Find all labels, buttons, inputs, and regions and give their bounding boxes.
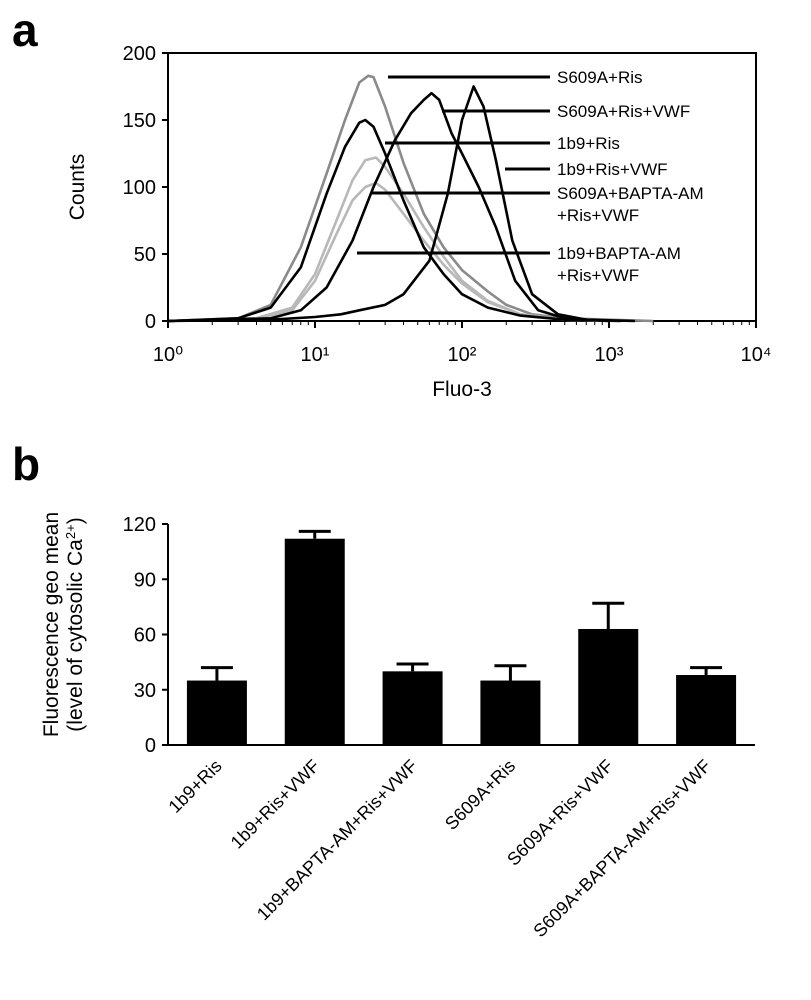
y-tick-label: 90 bbox=[134, 569, 156, 591]
category-label: 1b9+Ris+VWF bbox=[227, 756, 324, 853]
x-tick-label: 10⁴ bbox=[741, 344, 772, 366]
category-label: S609A+BAPTA-AM+Ris+VWF bbox=[529, 756, 714, 941]
legend-label: 1b9+Ris bbox=[557, 134, 620, 153]
series-line bbox=[167, 156, 610, 323]
legend-label: S609A+BAPTA-AM bbox=[557, 184, 704, 203]
panel-label-a: a bbox=[12, 4, 38, 56]
series-line bbox=[167, 91, 610, 323]
legend-label: 1b9+BAPTA-AM bbox=[557, 244, 681, 263]
y-tick-label: 120 bbox=[123, 514, 156, 536]
bar bbox=[676, 675, 737, 745]
series-line bbox=[167, 118, 621, 323]
series-line bbox=[167, 74, 654, 323]
legend-label: S609A+Ris bbox=[557, 68, 643, 87]
category-label: S609A+Ris+VWF bbox=[503, 756, 617, 870]
bar bbox=[186, 680, 247, 745]
legend-label-line2: +Ris+VWF bbox=[557, 206, 639, 225]
bar bbox=[382, 671, 443, 745]
x-axis-title: Fluo-3 bbox=[432, 378, 492, 401]
x-tick-label: 10³ bbox=[595, 344, 624, 366]
x-tick-label: 10² bbox=[448, 344, 477, 366]
y-tick-label: 30 bbox=[134, 680, 156, 702]
bar bbox=[578, 628, 639, 745]
x-tick-label: 10¹ bbox=[301, 344, 330, 366]
series-line bbox=[167, 181, 610, 323]
y-tick-label: 0 bbox=[145, 311, 156, 333]
y-axis-title-line2: (level of cytosolic Ca2+) bbox=[63, 517, 88, 731]
panel-label-b: b bbox=[12, 438, 40, 490]
bar bbox=[480, 680, 541, 745]
y-tick-label: 150 bbox=[123, 110, 156, 132]
histogram-chart: 0 50 100 150 200 10⁰ 10¹ 10² 10³ 10⁴ Fluo-3 Counts S… bbox=[66, 43, 771, 401]
y-axis-title: Counts bbox=[66, 154, 89, 221]
y-tick-label: 0 bbox=[145, 735, 156, 757]
legend-label: S609A+Ris+VWF bbox=[557, 102, 690, 121]
x-tick-label: 10⁰ bbox=[153, 344, 183, 366]
y-tick-label: 50 bbox=[134, 244, 156, 266]
category-label: 1b9+Ris bbox=[165, 756, 226, 817]
y-axis-title-line1: Fluorescence geo mean bbox=[40, 512, 63, 737]
category-label: 1b9+BAPTA-AM+Ris+VWF bbox=[253, 756, 421, 924]
bar-chart: 0 30 60 90 120 Fluorescence geo mean (level of… bbox=[40, 512, 755, 941]
legend-label: 1b9+Ris+VWF bbox=[557, 160, 668, 179]
y-tick-label: 60 bbox=[134, 625, 156, 647]
y-tick-label: 100 bbox=[123, 177, 156, 199]
series-line bbox=[167, 85, 635, 323]
legend-label-line2: +Ris+VWF bbox=[557, 266, 639, 285]
bar bbox=[284, 538, 345, 745]
category-label: S609A+Ris bbox=[441, 756, 519, 834]
y-tick-label: 200 bbox=[123, 43, 156, 65]
